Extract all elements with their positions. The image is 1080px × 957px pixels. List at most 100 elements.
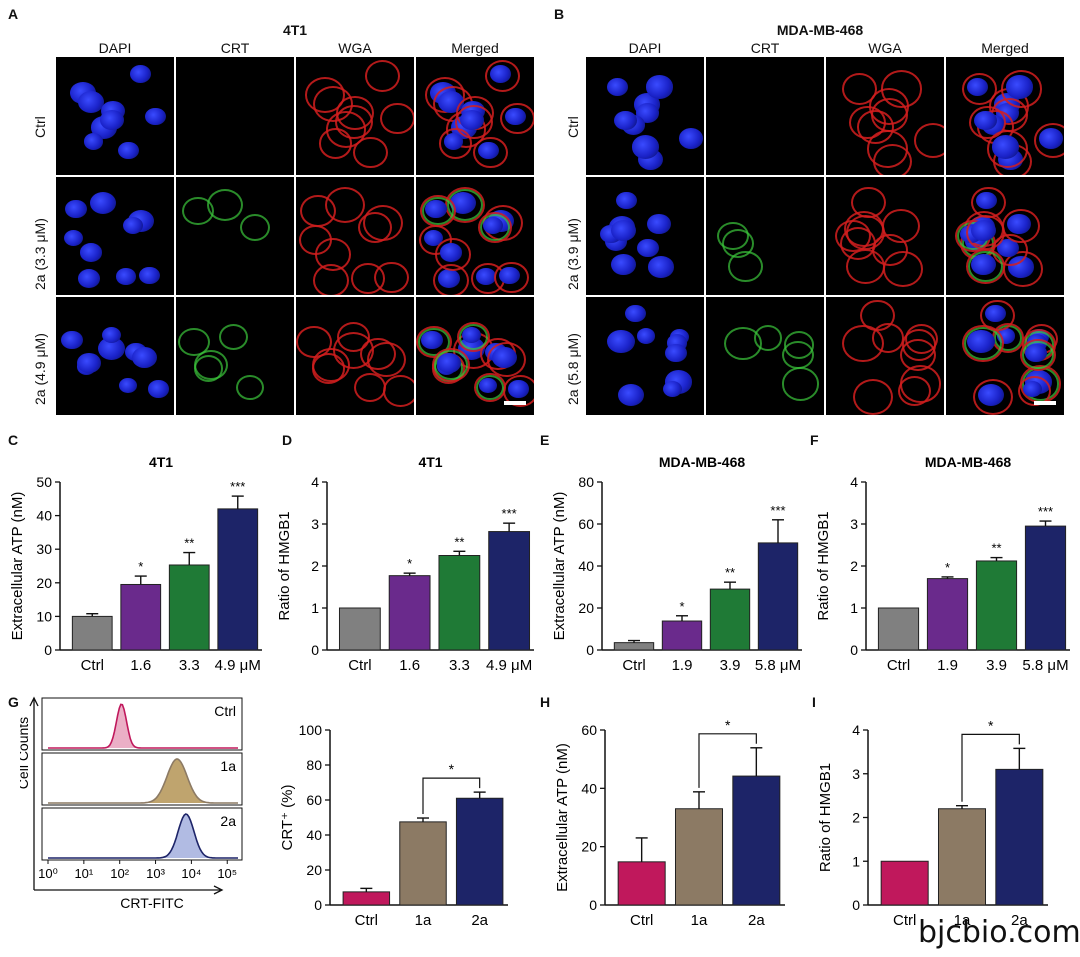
significance-bracket [961,733,1020,802]
y-axis-label: Ratio of HMGB1 [817,763,834,872]
panel-letter-a: A [8,6,19,22]
crt-signal [968,250,1003,282]
histogram-line [48,703,238,749]
nucleus [118,141,140,160]
micrograph-dapi-row-2 [56,297,174,415]
micrograph-merged-row-0 [416,57,534,175]
y-tick-label: 20 [306,862,322,878]
crt-signal [178,327,210,356]
nucleus [614,110,637,130]
membrane [493,261,529,294]
membrane [971,186,1006,219]
significance-mark: * [725,717,731,733]
micrograph-crt-row-1 [706,177,824,295]
y-tick-label: 60 [578,516,594,532]
x-axis-label: CRT-FITC [120,895,184,911]
membrane [961,73,997,106]
bar [120,583,162,651]
nucleus [77,268,101,288]
bar [342,891,391,906]
y-tick-label: 3 [311,516,319,532]
y-tick-label: 0 [314,897,322,913]
y-tick-label: 2 [311,558,319,574]
membrane [866,130,909,168]
panel-b-col-crt: CRT [750,40,780,56]
crt-signal [422,196,454,225]
membrane [1002,209,1040,243]
y-tick-label: 40 [578,558,594,574]
nucleus [63,229,83,246]
x-tick-label: 10⁴ [181,866,201,881]
histogram-fill [48,814,238,858]
membrane [1019,338,1056,372]
histogram-label: Ctrl [214,703,236,719]
y-tick-label: 100 [299,722,323,738]
x-tick-label: Ctrl [348,657,371,674]
x-tick-label: 1a [954,912,971,929]
nucleus [607,329,635,354]
bar [388,575,431,651]
membrane [499,102,534,135]
panel-a-row-ctrl: Ctrl [32,116,48,138]
panel-b-row-ctrl: Ctrl [565,116,581,138]
nucleus [97,337,125,361]
panel-a-col-crt: CRT [220,40,250,56]
nucleus [144,107,166,126]
membrane [311,347,350,383]
panel-letter-f: F [810,432,819,448]
significance-mark: ** [184,536,194,551]
significance-mark: ** [454,534,464,549]
y-tick-label: 1 [852,853,860,869]
micrograph-merged-row-0 [946,57,1064,175]
crt-signal [193,349,228,381]
nucleus [148,380,169,398]
bar [438,555,481,651]
x-tick-label: Ctrl [355,912,378,929]
micrograph-merged-row-2 [416,297,534,415]
chart-title: MDA-MB-468 [925,455,1012,470]
membrane [986,130,1029,168]
nucleus [129,65,151,84]
membrane [487,342,527,378]
nucleus [645,75,673,99]
nucleus [662,380,682,398]
crt-signal [724,326,762,361]
y-tick-label: 50 [36,474,52,490]
nucleus [119,377,138,394]
chart-c: 4T1 Extracellular ATP (nM) 0 10 20 30 40 50 Ctrl… [9,455,262,674]
membrane [846,248,885,284]
bar [168,564,210,651]
significance-mark: * [679,599,684,614]
membrane [364,60,400,93]
membrane [913,123,944,159]
y-axis-label: Extracellular ATP (nM) [9,492,26,641]
y-axis-label: Extracellular ATP (nM) [554,743,571,892]
x-tick-label: 10⁰ [38,866,58,881]
crt-signal [781,340,814,370]
y-tick-label: 20 [36,575,52,591]
nucleus [616,191,637,210]
chart-i: Ratio of HMGB1 0 1 2 3 4 Ctrl 1a 2a * [817,717,1048,929]
y-tick-label: 2 [850,558,858,574]
y-tick-label: 0 [852,897,860,913]
x-tick-label: Ctrl [893,912,916,929]
membrane [353,136,389,169]
nucleus [636,328,656,345]
crt-signal [964,326,1002,361]
x-tick-label: 1.9 [937,657,958,674]
chart-d: 4T1 Ratio of HMGB1 0 1 2 3 4 Ctrl * 1.6 ** 3.3 *** 4.… [276,455,534,674]
panel-a-row-2a-high: 2a (4.9 μM) [32,333,48,405]
x-tick-label: 5.8 μM [755,657,801,674]
y-tick-label: 4 [850,474,858,490]
x-tick-label: 3.9 [720,657,741,674]
panel-b-row-2a-high: 2a (5.8 μM) [565,333,581,405]
significance-mark: ** [725,565,735,580]
membrane [899,338,936,372]
y-tick-label: 0 [586,642,594,658]
membrane [849,105,886,139]
membrane [420,194,456,227]
membrane [379,102,414,135]
membrane [1017,375,1051,407]
micrograph-crt-row-0 [706,57,824,175]
membrane [972,378,1014,415]
